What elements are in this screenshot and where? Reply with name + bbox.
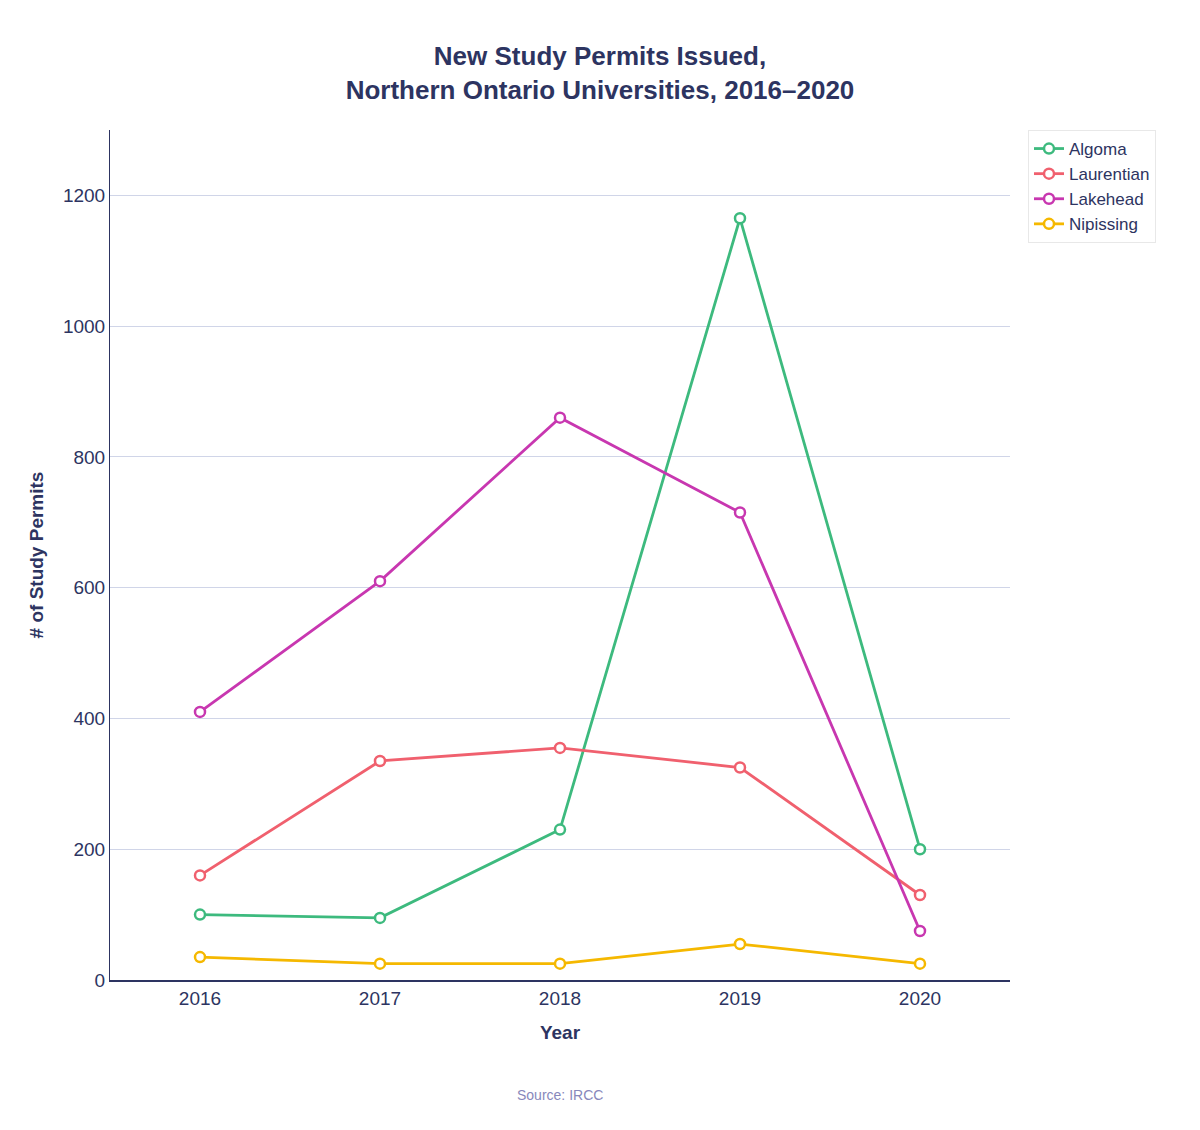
svg-text:Nipissing: Nipissing [1069, 215, 1138, 234]
svg-text:New Study Permits Issued,North: New Study Permits Issued,Northern Ontari… [346, 41, 855, 105]
svg-text:Lakehead: Lakehead [1069, 190, 1144, 209]
svg-text:200: 200 [73, 839, 105, 860]
svg-text:0: 0 [95, 970, 106, 991]
svg-text:Algoma: Algoma [1069, 140, 1127, 159]
svg-text:1200: 1200 [63, 185, 105, 206]
svg-text:600: 600 [73, 577, 105, 598]
svg-text:2016: 2016 [179, 988, 221, 1009]
svg-text:2018: 2018 [539, 988, 581, 1009]
svg-text:1000: 1000 [63, 316, 105, 337]
svg-text:Laurentian: Laurentian [1069, 165, 1149, 184]
svg-text:Source: IRCC: Source: IRCC [517, 1087, 603, 1103]
svg-text:# of Study Permits: # of Study Permits [26, 472, 47, 639]
svg-text:Year: Year [540, 1022, 581, 1043]
svg-text:2020: 2020 [899, 988, 941, 1009]
svg-text:2019: 2019 [719, 988, 761, 1009]
svg-text:800: 800 [73, 447, 105, 468]
svg-text:2017: 2017 [359, 988, 401, 1009]
svg-text:400: 400 [73, 708, 105, 729]
